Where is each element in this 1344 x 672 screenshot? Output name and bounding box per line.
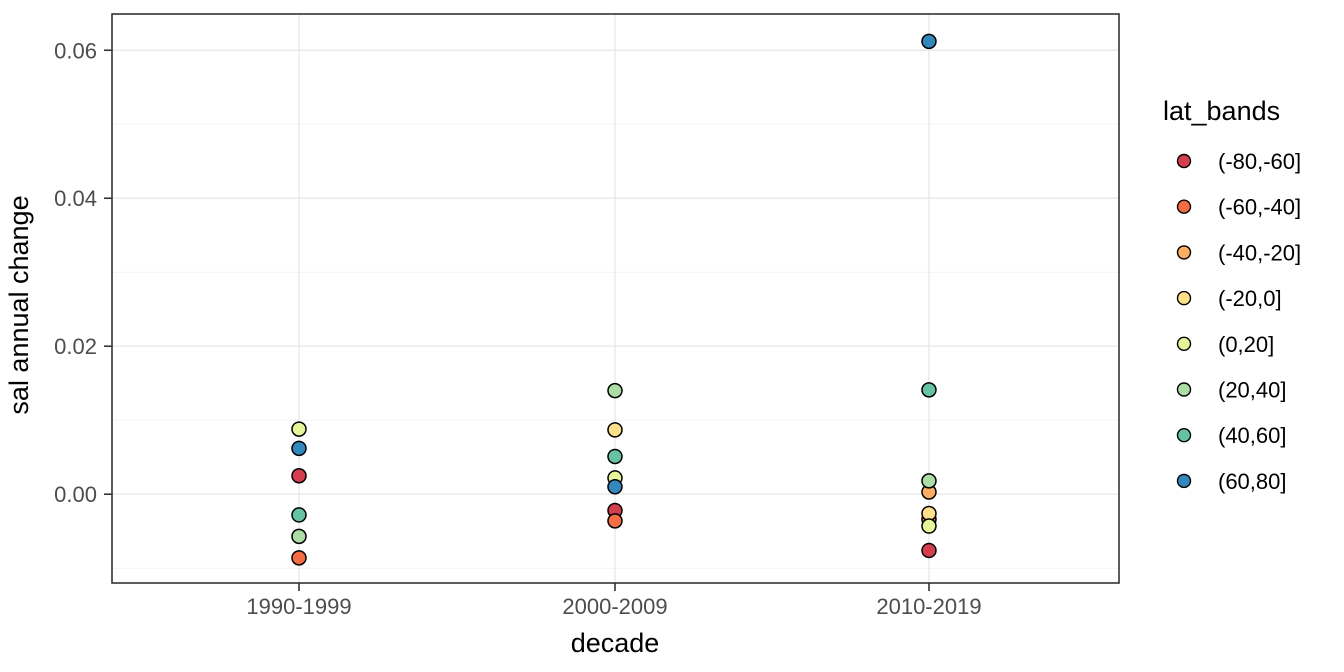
y-axis-title: sal annual change [4, 195, 34, 414]
legend-item-label: (-80,-60] [1218, 149, 1301, 174]
legend-swatch [1176, 473, 1192, 489]
legend-item-label: (40,60] [1218, 423, 1287, 448]
legend-item-label: (-20,0] [1218, 286, 1282, 311]
x-tick-label: 2000-2009 [562, 594, 667, 619]
legend-item-label: (-60,-40] [1218, 195, 1301, 220]
legend-items: (-80,-60] (-60,-40] (-40,-20] (-20,0] (0,20]… [1176, 149, 1301, 494]
data-point [607, 448, 623, 465]
y-tick-label: 0.02 [54, 334, 97, 359]
legend-item-label: (60,80] [1218, 469, 1287, 494]
data-points-layer [291, 33, 937, 566]
y-tick-label: 0.04 [54, 186, 97, 211]
legend-swatch [1176, 199, 1192, 214]
legend-swatch [1176, 382, 1192, 397]
data-point [921, 518, 937, 534]
data-point [291, 440, 307, 457]
legend: lat_bands (-80,-60] (-60,-40] (-40,-20] (-2… [1163, 96, 1301, 494]
data-point [921, 542, 937, 559]
data-point [921, 473, 937, 489]
legend-title: lat_bands [1163, 96, 1280, 126]
data-point [291, 507, 307, 523]
data-point [921, 382, 937, 398]
legend-swatch [1176, 336, 1192, 351]
x-axis-tick-labels: 1990-1999 2000-2009 2010-2019 [246, 594, 981, 619]
data-point [607, 382, 623, 399]
data-point [291, 550, 307, 566]
legend-item-label: (0,20] [1218, 332, 1274, 357]
x-tick-label: 2010-2019 [876, 594, 981, 619]
legend-swatch [1176, 290, 1192, 306]
y-tick-label: 0.06 [54, 38, 97, 63]
data-point [607, 513, 623, 529]
x-axis-title: decade [571, 628, 660, 658]
data-point [607, 422, 623, 438]
data-point [921, 33, 937, 50]
axis-ticks-layer [104, 49, 930, 591]
data-point [291, 467, 307, 484]
legend-swatch [1176, 153, 1192, 169]
legend-swatch [1176, 428, 1192, 443]
data-point [607, 479, 623, 495]
y-tick-label: 0.00 [54, 482, 97, 507]
gridlines-layer [112, 14, 1119, 583]
legend-swatch [1176, 245, 1192, 260]
legend-item-label: (20,40] [1218, 378, 1287, 403]
y-axis-tick-labels: 0.00 0.02 0.04 0.06 [54, 38, 97, 507]
legend-item-label: (-40,-20] [1218, 240, 1301, 265]
data-point [291, 528, 307, 545]
data-point [291, 421, 307, 437]
x-tick-label: 1990-1999 [246, 594, 351, 619]
